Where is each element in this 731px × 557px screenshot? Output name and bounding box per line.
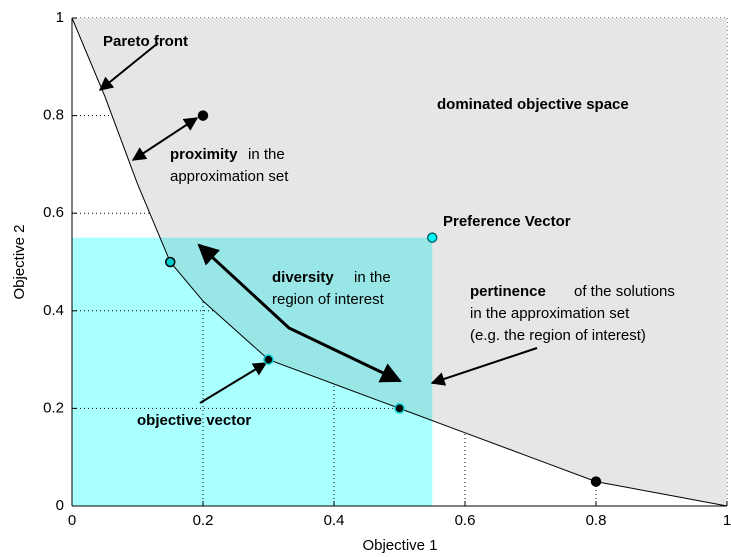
y-tick-label: 0.8	[43, 107, 64, 124]
x-tick-label: 0.2	[193, 512, 214, 529]
y-axis-label: Objective 2	[11, 224, 28, 299]
annotation-bold: Preference Vector	[443, 213, 571, 230]
annotation-bold: diversity	[272, 269, 334, 286]
x-tick-label: 0.8	[586, 512, 607, 529]
point	[427, 232, 438, 243]
arrow	[131, 117, 199, 161]
point	[590, 476, 602, 487]
annotation-text: region of interest	[272, 291, 385, 308]
y-tick-label: 1	[56, 9, 64, 26]
y-tick-label: 0.4	[43, 302, 64, 319]
annotation-bold: objective vector	[137, 412, 251, 429]
annotation-bold: Pareto front	[103, 33, 188, 50]
annotation-text: in the	[248, 146, 285, 163]
annotation-text: approximation set	[170, 168, 289, 185]
point	[394, 403, 405, 414]
annotation-text: in the	[354, 269, 391, 286]
y-tick-label: 0.6	[43, 204, 64, 221]
arrow	[199, 362, 268, 404]
arrow	[197, 243, 402, 383]
y-tick-label: 0.2	[43, 399, 64, 416]
annotation-text: of the solutions	[574, 283, 675, 300]
point	[165, 256, 176, 268]
x-tick-label: 0.4	[324, 512, 345, 529]
annotation-bold: proximity	[170, 146, 238, 163]
annotation-bold: dominated objective space	[437, 96, 629, 113]
x-tick-label: 1	[723, 512, 731, 529]
annotation-bold: pertinence	[470, 283, 546, 300]
y-tick-label: 0	[56, 497, 64, 514]
x-axis-label: Objective 1	[362, 537, 437, 554]
annotation-text: in the approximation set	[470, 305, 630, 322]
x-tick-label: 0	[68, 512, 76, 529]
point	[197, 110, 209, 121]
point	[263, 354, 274, 365]
arrow	[98, 42, 159, 91]
arrow	[430, 347, 538, 386]
x-tick-label: 0.6	[455, 512, 476, 529]
annotation-text: (e.g. the region of interest)	[470, 327, 646, 344]
